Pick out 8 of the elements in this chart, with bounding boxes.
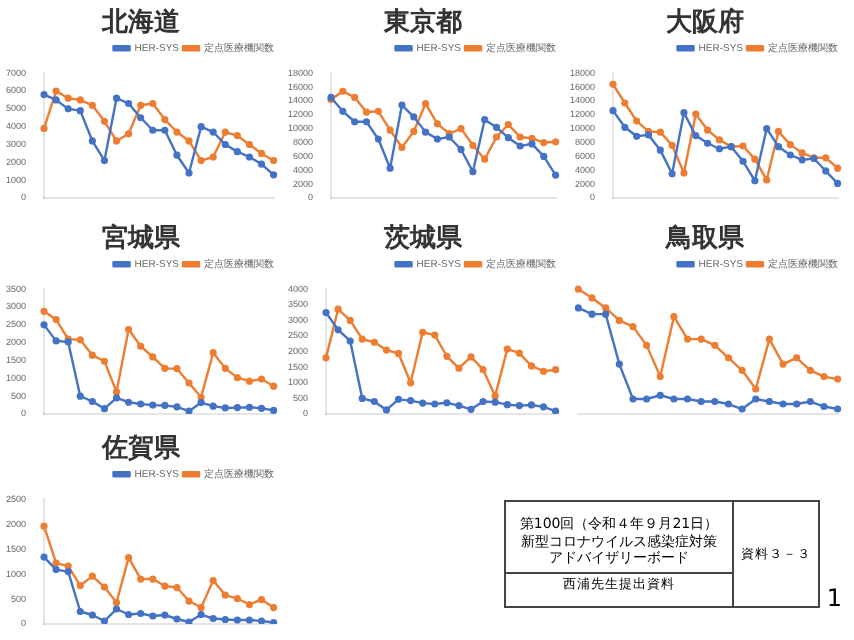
chart-title: 大阪府 xyxy=(666,6,744,39)
chart-title: 茨城県 xyxy=(382,224,464,255)
chart-title: 北海道 xyxy=(100,8,182,39)
chart-title: 佐賀県 xyxy=(100,434,182,465)
chart-title: 東京都 xyxy=(382,6,462,39)
chart-title: 宮城県 xyxy=(102,222,182,255)
chart-title: 鳥取県 xyxy=(664,222,746,255)
text: 1 xyxy=(826,584,842,612)
